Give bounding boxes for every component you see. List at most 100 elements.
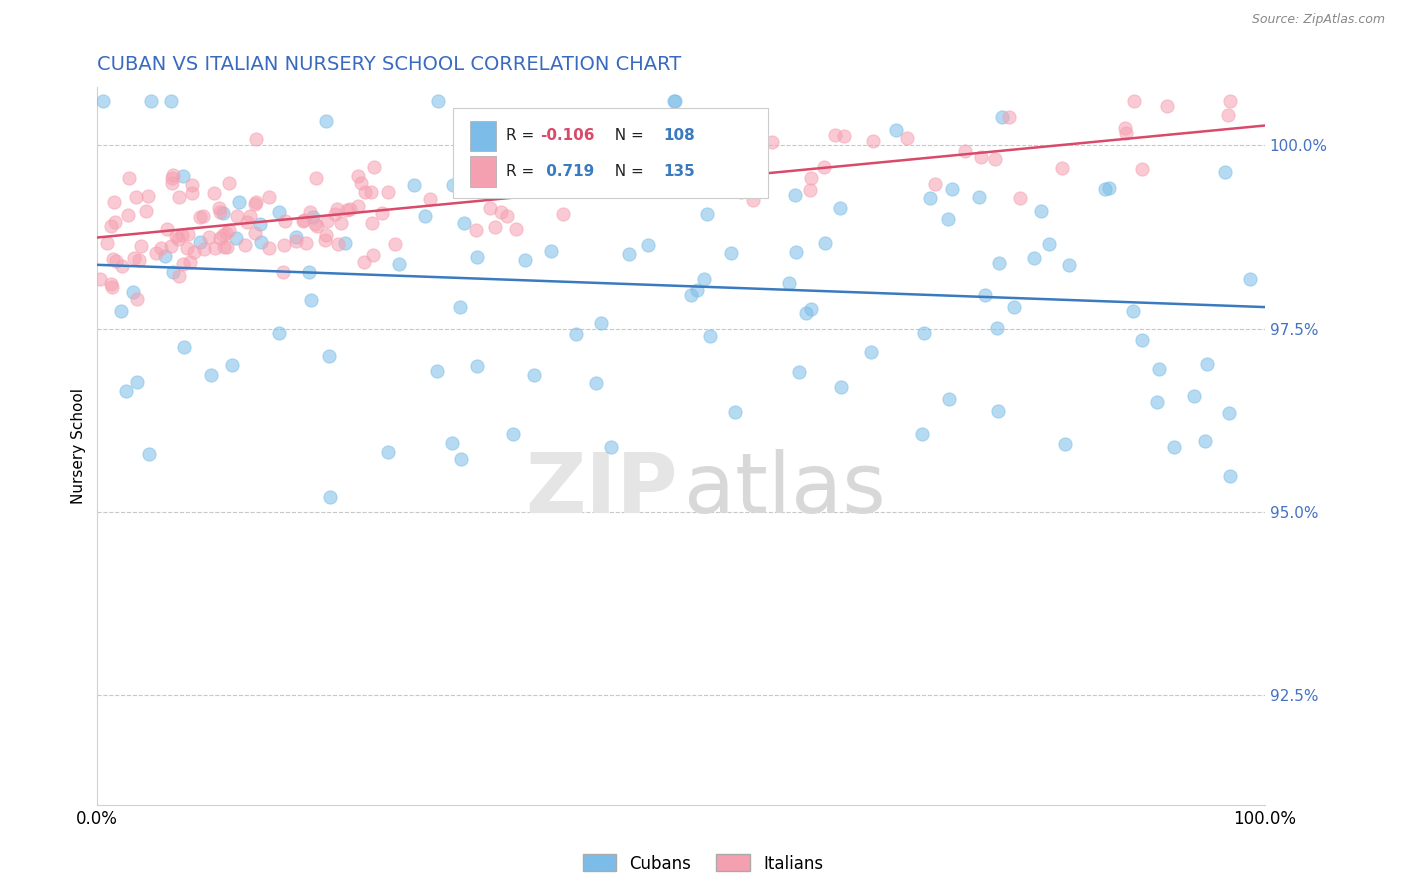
Point [1122, 95, 1144, 109]
Point [150, 241, 173, 255]
Point [918, 192, 941, 206]
Point [1218, 406, 1240, 420]
Point [607, 172, 630, 186]
Point [167, 189, 190, 203]
Point [245, 132, 267, 146]
Point [323, 207, 346, 221]
Point [208, 201, 231, 215]
Point [122, 285, 145, 300]
Point [104, 215, 127, 229]
Point [505, 222, 527, 236]
Point [218, 176, 240, 190]
Point [208, 230, 231, 244]
Text: ZIP: ZIP [524, 449, 678, 530]
Point [103, 195, 125, 210]
Point [172, 169, 194, 183]
Point [101, 280, 124, 294]
Point [830, 202, 852, 216]
Point [125, 190, 148, 204]
Point [211, 227, 233, 242]
Point [100, 277, 122, 291]
Point [761, 135, 783, 149]
Point [177, 227, 200, 241]
Point [221, 359, 243, 373]
Point [664, 95, 686, 109]
Point [924, 177, 946, 191]
Point [813, 160, 835, 174]
Point [419, 193, 441, 207]
Point [599, 440, 621, 454]
Point [243, 226, 266, 240]
Point [1239, 272, 1261, 286]
Point [273, 238, 295, 252]
Point [814, 235, 837, 250]
Point [304, 217, 326, 231]
Point [354, 185, 377, 199]
Point [1022, 252, 1045, 266]
Point [1130, 161, 1153, 176]
Point [619, 247, 641, 261]
Point [215, 240, 238, 254]
Point [489, 205, 512, 219]
Point [236, 215, 259, 229]
FancyBboxPatch shape [453, 108, 768, 198]
Point [226, 209, 249, 223]
Point [1114, 120, 1136, 135]
Point [292, 212, 315, 227]
Point [180, 186, 202, 200]
Point [941, 182, 963, 196]
Point [239, 210, 262, 224]
Point [741, 112, 763, 126]
Point [215, 226, 238, 240]
Point [911, 426, 934, 441]
Point [441, 435, 464, 450]
Text: CUBAN VS ITALIAN NURSERY SCHOOL CORRELATION CHART: CUBAN VS ITALIAN NURSERY SCHOOL CORRELAT… [97, 55, 681, 74]
Point [612, 150, 634, 164]
Point [284, 230, 307, 244]
Point [160, 170, 183, 185]
Point [315, 214, 337, 228]
Point [884, 123, 907, 137]
Legend: Cubans, Italians: Cubans, Italians [576, 847, 830, 880]
Point [135, 203, 157, 218]
Point [720, 246, 742, 260]
Point [450, 451, 472, 466]
Point [974, 288, 997, 302]
Point [173, 340, 195, 354]
Point [333, 236, 356, 251]
Point [249, 217, 271, 231]
Point [138, 447, 160, 461]
Text: 0.719: 0.719 [540, 164, 593, 179]
Point [402, 178, 425, 193]
Point [118, 171, 141, 186]
Point [987, 404, 1010, 418]
Text: R =: R = [506, 128, 538, 143]
Text: 135: 135 [664, 164, 695, 179]
Point [998, 111, 1021, 125]
Point [862, 134, 884, 148]
Point [363, 248, 385, 262]
Y-axis label: Nursery School: Nursery School [72, 388, 86, 504]
Point [585, 376, 607, 390]
Point [969, 190, 991, 204]
Point [686, 283, 709, 297]
Point [105, 254, 128, 268]
Point [553, 207, 575, 221]
Point [800, 302, 823, 317]
Point [360, 185, 382, 199]
Point [271, 265, 294, 279]
Point [314, 233, 336, 247]
Point [188, 235, 211, 249]
Point [89, 272, 111, 286]
Point [243, 197, 266, 211]
Point [257, 241, 280, 255]
Text: 108: 108 [664, 128, 695, 143]
Point [188, 210, 211, 224]
Point [298, 265, 321, 279]
Point [291, 214, 314, 228]
Point [257, 190, 280, 204]
Point [1057, 259, 1080, 273]
Point [799, 183, 821, 197]
FancyBboxPatch shape [471, 120, 496, 151]
Point [637, 238, 659, 252]
